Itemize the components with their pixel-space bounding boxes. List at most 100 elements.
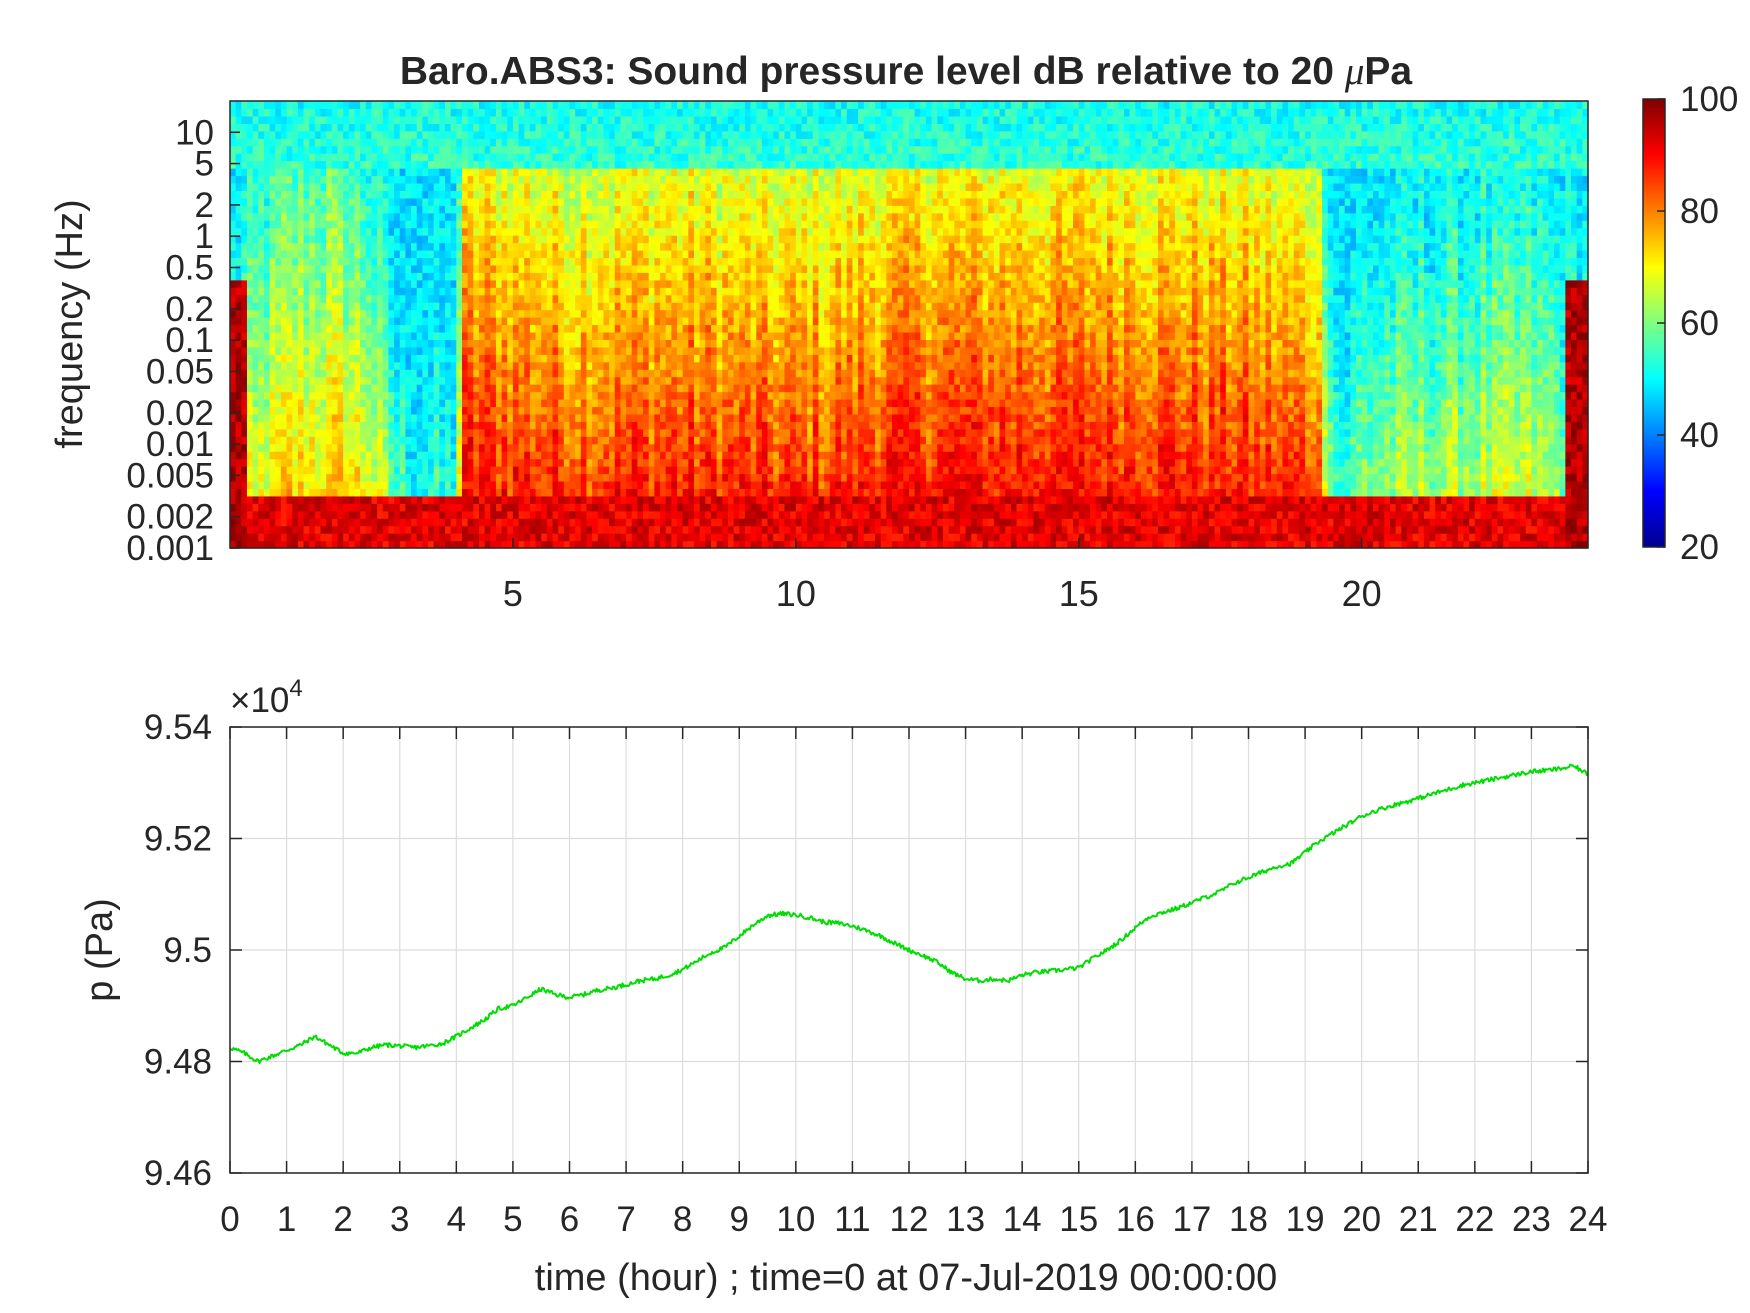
spectrogram-cell <box>263 339 271 348</box>
spectrogram-cell <box>535 369 542 378</box>
spectrogram-cell <box>682 421 689 430</box>
spectrogram-cell <box>371 503 378 512</box>
spectrogram-cell <box>303 227 310 236</box>
spectrogram-cell <box>535 309 542 318</box>
spectrogram-cell <box>371 175 378 184</box>
spectrogram-cell <box>382 235 390 244</box>
spectrogram-cell <box>461 339 469 348</box>
spectrogram-cell <box>309 235 316 244</box>
spectrogram-cell <box>428 309 435 318</box>
spectrogram-cell <box>671 451 678 460</box>
spectrogram-cell <box>490 138 497 147</box>
spectrogram-cell <box>586 317 593 326</box>
spectrogram-cell <box>399 145 407 154</box>
spectrogram-cell <box>428 331 435 340</box>
spectrogram-cell <box>371 101 378 110</box>
spectrogram-cell <box>518 153 525 162</box>
spectrogram-cell <box>439 376 446 385</box>
spectrogram-cell <box>529 182 537 191</box>
spectrogram-cell <box>275 190 282 199</box>
spectrogram-cell <box>535 510 542 519</box>
spectrogram-cell <box>654 108 661 117</box>
spectrogram-cell <box>246 339 254 348</box>
spectrogram-cell <box>507 503 514 512</box>
spectrogram-cell <box>592 525 599 534</box>
spectrogram-cell <box>428 257 435 266</box>
spectrogram-cell <box>303 361 310 370</box>
spectrogram-cell <box>235 354 242 363</box>
spectrogram-cell <box>348 533 356 542</box>
spectrogram-cell <box>297 138 305 147</box>
spectrogram-cell <box>445 242 452 251</box>
spectrogram-cell <box>280 399 288 408</box>
spectrogram-cell <box>286 525 293 534</box>
spectrogram-cell <box>665 108 672 117</box>
spectrogram-cell <box>693 466 701 475</box>
spectrogram-cell <box>320 175 327 184</box>
spectrogram-cell <box>263 302 271 311</box>
spectrogram-cell <box>416 428 423 437</box>
spectrogram-cell <box>490 250 497 259</box>
spectrogram-cell <box>235 369 242 378</box>
spectrogram-cell <box>280 451 288 460</box>
spectrogram-cell <box>688 354 695 363</box>
spectrogram-cell <box>450 123 457 132</box>
spectrogram-cell <box>456 168 463 177</box>
spectrogram-cell <box>507 182 514 191</box>
spectrogram-cell <box>626 503 633 512</box>
spectrogram-cell <box>490 272 497 281</box>
spectrogram-cell <box>365 540 373 549</box>
spectrogram-cell <box>682 406 689 415</box>
spectrogram-cell <box>320 488 327 497</box>
spectrogram-cell <box>614 451 622 460</box>
spectrogram-cell <box>365 510 373 519</box>
spectrogram-cell <box>467 272 474 281</box>
spectrogram-cell <box>682 436 689 445</box>
spectrogram-cell <box>235 421 242 430</box>
spectrogram-cell <box>450 145 457 154</box>
spectrogram-cell <box>337 361 344 370</box>
spectrogram-cell <box>597 488 605 497</box>
spectrogram-cell <box>580 361 588 370</box>
spectrogram-cell <box>388 510 395 519</box>
spectrogram-cell <box>269 540 276 549</box>
spectrogram-cell <box>411 510 418 519</box>
spectrogram-cell <box>292 436 299 445</box>
spectrogram-cell <box>643 160 650 169</box>
spectrogram-cell <box>411 302 418 311</box>
spectrogram-cell <box>586 294 593 303</box>
spectrogram-cell <box>433 302 440 311</box>
spectrogram-cell <box>235 399 242 408</box>
spectrogram-cell <box>445 518 452 527</box>
spectrogram-cell <box>428 384 435 393</box>
spectrogram-cell <box>280 406 288 415</box>
spectrogram-cell <box>269 115 276 124</box>
spectrogram-cell <box>416 145 423 154</box>
spectrogram-cell <box>286 250 293 259</box>
spectrogram-cell <box>495 369 503 378</box>
spectrogram-cell <box>665 331 672 340</box>
spectrogram-cell <box>382 168 390 177</box>
spectrogram-cell <box>422 451 429 460</box>
spectrogram-cell <box>360 540 367 549</box>
spectrogram-cell <box>433 242 440 251</box>
spectrogram-cell <box>473 212 480 221</box>
spectrogram-cell <box>597 421 605 430</box>
spectrogram-cell <box>252 443 259 452</box>
spectrogram-cell <box>473 413 480 422</box>
spectrogram-cell <box>354 160 361 169</box>
spectrogram-cell <box>348 205 356 214</box>
spectrogram-cell <box>416 287 423 296</box>
spectrogram-cell <box>394 138 401 147</box>
spectrogram-cell <box>241 101 248 110</box>
spectrogram-cell <box>343 145 350 154</box>
spectrogram-cell <box>439 145 446 154</box>
spectrogram-cell <box>682 331 689 340</box>
spectrogram-cell <box>428 339 435 348</box>
spectrogram-cell <box>394 361 401 370</box>
spectrogram-cell <box>671 413 678 422</box>
spectrogram-cell <box>292 384 299 393</box>
spectrogram-cell <box>331 480 339 489</box>
spectrogram-cell <box>501 197 508 206</box>
spectrogram-cell <box>286 421 293 430</box>
